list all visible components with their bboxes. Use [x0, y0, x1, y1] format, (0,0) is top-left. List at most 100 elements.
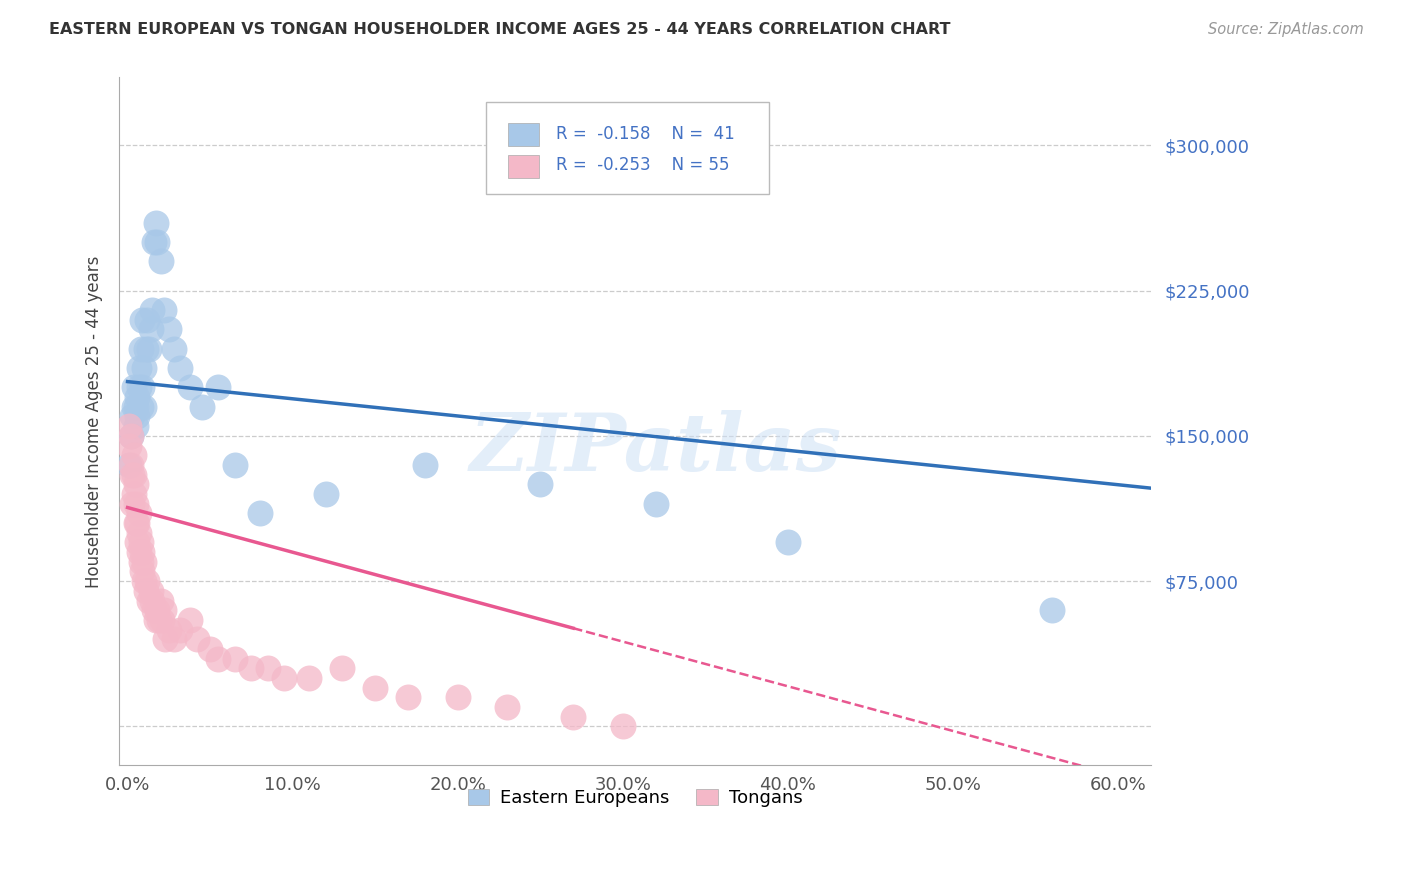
Point — [122, 467, 145, 482]
Point — [776, 535, 799, 549]
Point — [121, 409, 143, 424]
Point — [169, 361, 191, 376]
Point — [122, 487, 145, 501]
Point — [128, 545, 150, 559]
Point — [153, 302, 176, 317]
Point — [149, 254, 172, 268]
Point — [131, 312, 153, 326]
Point — [118, 438, 141, 452]
Point — [139, 583, 162, 598]
Point — [240, 661, 263, 675]
Legend: Eastern Europeans, Tongans: Eastern Europeans, Tongans — [460, 782, 810, 814]
Point — [146, 235, 169, 249]
Point — [364, 681, 387, 695]
Point — [129, 535, 152, 549]
Point — [122, 380, 145, 394]
Text: R =  -0.253    N = 55: R = -0.253 N = 55 — [555, 156, 730, 174]
Point — [179, 613, 201, 627]
Point — [153, 603, 176, 617]
Point — [163, 342, 186, 356]
Point — [330, 661, 353, 675]
Point — [249, 507, 271, 521]
Point — [118, 419, 141, 434]
Point — [1040, 603, 1063, 617]
FancyBboxPatch shape — [508, 155, 538, 178]
Point — [256, 661, 278, 675]
Y-axis label: Householder Income Ages 25 - 44 years: Householder Income Ages 25 - 44 years — [86, 255, 103, 588]
Point — [131, 545, 153, 559]
Point — [224, 651, 246, 665]
Point — [127, 516, 149, 530]
Point — [155, 632, 177, 647]
Point — [122, 400, 145, 414]
Point — [136, 574, 159, 589]
Point — [125, 477, 148, 491]
Point — [157, 623, 180, 637]
Point — [135, 342, 157, 356]
Point — [129, 555, 152, 569]
Point — [496, 700, 519, 714]
Point — [121, 467, 143, 482]
Point — [191, 400, 214, 414]
Point — [127, 390, 149, 404]
Point — [142, 235, 165, 249]
Text: Source: ZipAtlas.com: Source: ZipAtlas.com — [1208, 22, 1364, 37]
Point — [132, 361, 155, 376]
Point — [136, 312, 159, 326]
Point — [146, 603, 169, 617]
Point — [612, 719, 634, 733]
Point — [125, 400, 148, 414]
Point — [179, 380, 201, 394]
Point — [138, 342, 160, 356]
Point — [120, 429, 142, 443]
Point — [141, 302, 163, 317]
Point — [128, 507, 150, 521]
Point — [150, 613, 173, 627]
Point — [157, 322, 180, 336]
Point — [529, 477, 551, 491]
FancyBboxPatch shape — [508, 123, 538, 146]
Point — [131, 565, 153, 579]
Point — [141, 593, 163, 607]
Point — [132, 574, 155, 589]
Point — [207, 651, 229, 665]
Point — [129, 400, 152, 414]
Point — [198, 642, 221, 657]
Point — [562, 710, 585, 724]
Point — [145, 613, 167, 627]
Point — [125, 419, 148, 434]
Point — [298, 671, 321, 685]
Point — [129, 342, 152, 356]
Point — [145, 216, 167, 230]
Point — [207, 380, 229, 394]
Point — [169, 623, 191, 637]
Point — [132, 555, 155, 569]
Text: ZIPatlas: ZIPatlas — [470, 410, 842, 488]
Point — [127, 535, 149, 549]
Point — [148, 613, 170, 627]
Point — [315, 487, 337, 501]
Point — [121, 497, 143, 511]
Point — [644, 497, 666, 511]
Point — [413, 458, 436, 472]
Point — [120, 429, 142, 443]
Point — [149, 593, 172, 607]
Point — [120, 458, 142, 472]
Point — [118, 458, 141, 472]
Point — [163, 632, 186, 647]
Point — [224, 458, 246, 472]
Point — [138, 593, 160, 607]
Point — [125, 497, 148, 511]
Point — [142, 603, 165, 617]
Point — [125, 516, 148, 530]
Point — [128, 525, 150, 540]
Text: EASTERN EUROPEAN VS TONGAN HOUSEHOLDER INCOME AGES 25 - 44 YEARS CORRELATION CHA: EASTERN EUROPEAN VS TONGAN HOUSEHOLDER I… — [49, 22, 950, 37]
Point — [128, 361, 150, 376]
Text: R =  -0.158    N =  41: R = -0.158 N = 41 — [555, 125, 734, 143]
Point — [122, 448, 145, 462]
Point — [273, 671, 295, 685]
Point — [132, 400, 155, 414]
Point — [186, 632, 208, 647]
Point — [396, 690, 419, 705]
Point — [139, 322, 162, 336]
